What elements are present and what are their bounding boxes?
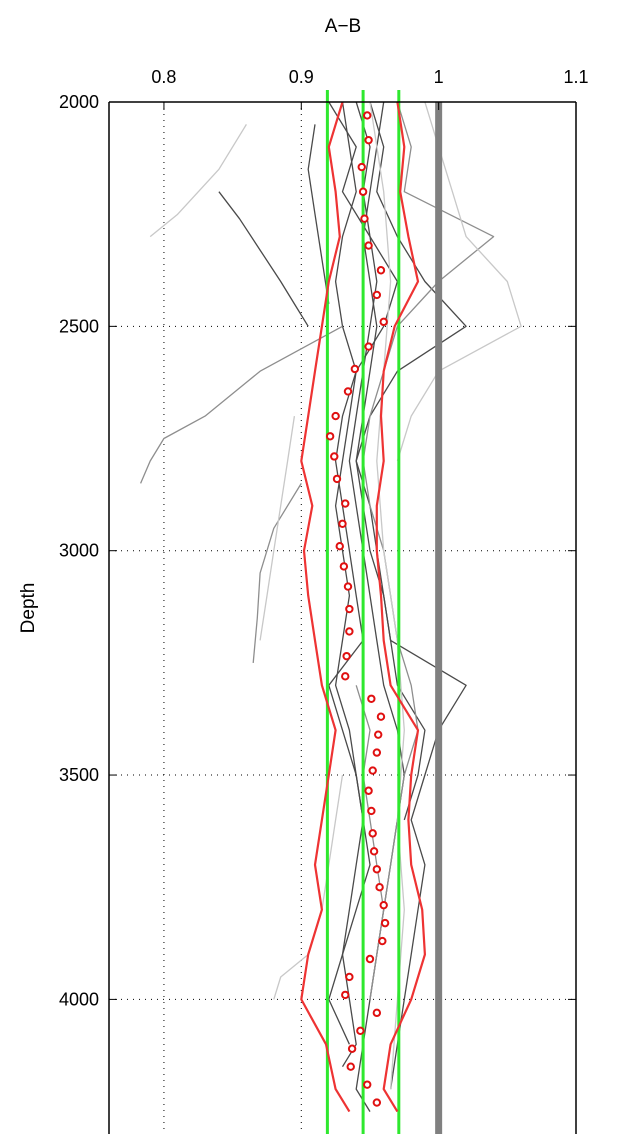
marker-point-43 bbox=[356, 1026, 365, 1036]
y-tick-label-2: 3000 bbox=[59, 541, 99, 561]
marker-point-10 bbox=[350, 364, 360, 374]
envelope-lower bbox=[300, 101, 351, 1113]
marker-point-3 bbox=[358, 187, 368, 196]
marker-point-8 bbox=[379, 317, 388, 327]
x-tick-label-1: 0.9 bbox=[289, 67, 314, 87]
marker-point-29 bbox=[368, 766, 377, 775]
marker-point-21 bbox=[345, 604, 354, 614]
marker-point-44 bbox=[347, 1044, 357, 1053]
series-line-6 bbox=[218, 191, 309, 327]
y-tick-label-0: 2000 bbox=[59, 92, 99, 112]
marker-point-30 bbox=[364, 786, 373, 795]
marker-point-39 bbox=[365, 954, 375, 964]
marker-point-9 bbox=[364, 342, 373, 351]
grid-lines bbox=[109, 101, 577, 1134]
marker-point-34 bbox=[372, 865, 382, 874]
marker-point-42 bbox=[372, 1008, 382, 1018]
marker-point-2 bbox=[357, 162, 366, 172]
vertical-band-lines bbox=[325, 90, 443, 1134]
marker-point-15 bbox=[332, 474, 342, 484]
y-tick-label-4: 4000 bbox=[59, 989, 99, 1009]
x-tick-label-0: 0.8 bbox=[151, 67, 176, 87]
marker-point-25 bbox=[367, 694, 376, 703]
marker-point-14 bbox=[330, 452, 339, 461]
marker-point-11 bbox=[343, 387, 353, 396]
envelope-lines bbox=[300, 101, 426, 1113]
series-line-10 bbox=[355, 685, 385, 1000]
y-tick-label-3: 3500 bbox=[59, 765, 99, 785]
marker-point-22 bbox=[345, 627, 354, 636]
x-tick-label-2: 1 bbox=[434, 67, 444, 87]
axes-frame bbox=[108, 101, 577, 1134]
marker-point-0 bbox=[363, 111, 372, 120]
y-tick-label-1: 2500 bbox=[59, 316, 99, 336]
series-line-5 bbox=[307, 124, 330, 304]
marker-point-26 bbox=[376, 712, 386, 721]
marker-point-27 bbox=[374, 730, 383, 739]
marker-point-35 bbox=[375, 883, 384, 892]
marker-point-18 bbox=[335, 542, 344, 551]
marker-point-13 bbox=[325, 432, 335, 441]
marker-point-38 bbox=[378, 936, 387, 946]
marker-point-37 bbox=[380, 918, 390, 928]
series-line-12 bbox=[149, 124, 247, 238]
series-line-15 bbox=[369, 101, 405, 1090]
marker-point-12 bbox=[331, 411, 340, 421]
series-line-9 bbox=[252, 483, 302, 663]
marker-point-47 bbox=[372, 1098, 382, 1107]
marker-point-4 bbox=[360, 214, 369, 223]
marker-point-40 bbox=[345, 972, 354, 982]
chart-title: A−B bbox=[325, 16, 361, 37]
series-line-11 bbox=[396, 101, 522, 462]
envelope-upper bbox=[375, 101, 426, 1113]
marker-point-31 bbox=[367, 806, 376, 816]
marker-point-19 bbox=[339, 562, 349, 571]
marker-point-20 bbox=[343, 582, 353, 591]
marker-point-17 bbox=[338, 519, 347, 528]
marker-point-24 bbox=[341, 672, 350, 681]
marker-point-32 bbox=[368, 829, 377, 838]
marker-points bbox=[325, 111, 390, 1107]
tick-labels: 0.8 0.9 1 1.1 2000 2500 3000 3500 4000 bbox=[59, 67, 589, 1009]
marker-point-6 bbox=[376, 266, 386, 275]
marker-point-1 bbox=[364, 135, 373, 145]
marker-point-16 bbox=[341, 499, 350, 508]
series-line-4 bbox=[355, 101, 467, 1090]
series-line-7 bbox=[362, 101, 495, 1000]
series-line-3 bbox=[334, 101, 364, 1068]
y-axis-label: Depth bbox=[18, 583, 39, 634]
series-line-8 bbox=[140, 325, 343, 484]
x-tick-label-3: 1.1 bbox=[563, 67, 588, 87]
series-line-13 bbox=[259, 416, 296, 641]
marker-point-46 bbox=[363, 1080, 372, 1089]
marker-point-36 bbox=[379, 900, 388, 910]
marker-point-23 bbox=[342, 651, 351, 661]
marker-point-28 bbox=[372, 748, 382, 757]
marker-point-41 bbox=[341, 990, 350, 1000]
marker-point-7 bbox=[372, 290, 382, 300]
series-line-14 bbox=[273, 774, 344, 1000]
marker-point-45 bbox=[346, 1062, 355, 1071]
marker-point-33 bbox=[369, 847, 379, 856]
marker-point-5 bbox=[364, 241, 373, 250]
data-series bbox=[140, 101, 522, 1112]
